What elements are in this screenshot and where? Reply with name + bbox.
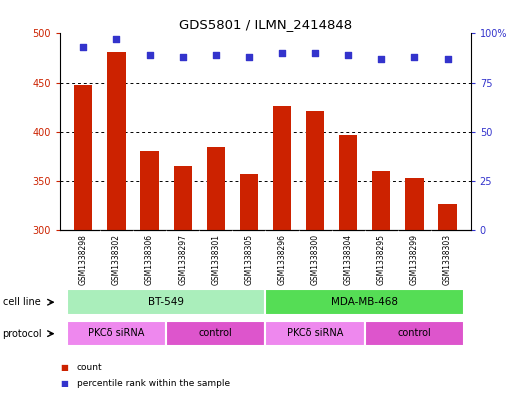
Text: GSM1338296: GSM1338296	[278, 234, 287, 285]
Text: ■: ■	[60, 363, 68, 372]
Text: count: count	[77, 363, 103, 372]
Text: cell line: cell line	[3, 297, 40, 307]
Point	[112, 36, 121, 42]
Point	[344, 52, 353, 58]
Point	[245, 54, 253, 60]
Text: GSM1338304: GSM1338304	[344, 234, 353, 285]
Bar	[74, 85, 93, 230]
Point	[212, 52, 220, 58]
Bar	[67, 321, 166, 346]
Point	[145, 52, 154, 58]
Text: GSM1338303: GSM1338303	[443, 234, 452, 285]
Text: GSM1338306: GSM1338306	[145, 234, 154, 285]
Bar	[174, 166, 192, 230]
Bar	[372, 171, 390, 230]
Text: MDA-MB-468: MDA-MB-468	[331, 297, 398, 307]
Text: GSM1338301: GSM1338301	[211, 234, 220, 285]
Text: GSM1338300: GSM1338300	[311, 234, 320, 285]
Bar	[306, 111, 324, 230]
Text: PKCδ siRNA: PKCδ siRNA	[88, 328, 145, 338]
Text: GSM1338302: GSM1338302	[112, 234, 121, 285]
Bar	[339, 134, 357, 230]
Point	[377, 56, 385, 62]
Point	[410, 54, 418, 60]
Title: GDS5801 / ILMN_2414848: GDS5801 / ILMN_2414848	[179, 18, 352, 31]
Text: PKCδ siRNA: PKCδ siRNA	[287, 328, 343, 338]
Bar	[240, 174, 258, 230]
Point	[444, 56, 452, 62]
Bar	[266, 290, 464, 315]
Text: percentile rank within the sample: percentile rank within the sample	[77, 379, 230, 387]
Bar	[273, 106, 291, 230]
Bar	[67, 290, 266, 315]
Text: GSM1338305: GSM1338305	[244, 234, 253, 285]
Text: control: control	[397, 328, 431, 338]
Text: GSM1338298: GSM1338298	[79, 234, 88, 285]
Text: GSM1338295: GSM1338295	[377, 234, 386, 285]
Text: GSM1338297: GSM1338297	[178, 234, 187, 285]
Text: GSM1338299: GSM1338299	[410, 234, 419, 285]
Text: control: control	[199, 328, 233, 338]
Bar	[266, 321, 365, 346]
Bar	[405, 178, 424, 230]
Bar	[166, 321, 266, 346]
Point	[178, 54, 187, 60]
Point	[79, 44, 87, 50]
Bar	[107, 52, 126, 230]
Text: BT-549: BT-549	[148, 297, 184, 307]
Point	[278, 50, 286, 56]
Text: protocol: protocol	[3, 329, 42, 339]
Text: ■: ■	[60, 379, 68, 387]
Bar	[365, 321, 464, 346]
Point	[311, 50, 319, 56]
Bar	[207, 147, 225, 230]
Bar	[141, 151, 158, 230]
Bar	[438, 204, 457, 230]
